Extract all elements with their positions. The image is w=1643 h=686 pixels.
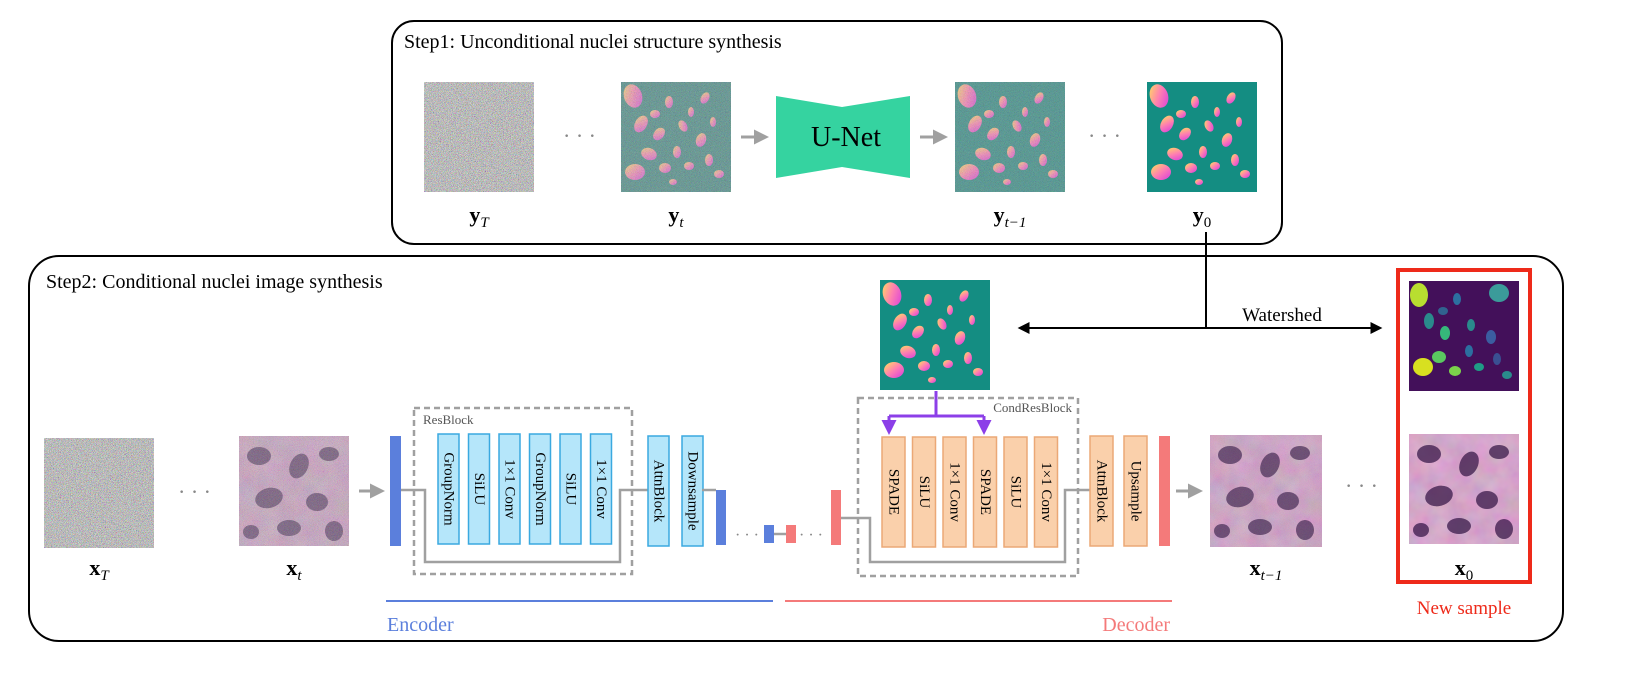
resblock-label-5: SiLU bbox=[563, 473, 579, 506]
condresblock-layers: SPADE SiLU 1×1 Conv SPADE SiLU 1×1 Conv bbox=[881, 436, 1059, 548]
step2-title: Step2: Conditional nuclei image synthesi… bbox=[46, 271, 383, 293]
condresblock-block-4-spade bbox=[972, 436, 998, 548]
image-xt-noisy-tissue bbox=[239, 436, 349, 546]
encoder-down-bar bbox=[716, 490, 726, 545]
condresblock-label-5: SiLU bbox=[1008, 476, 1024, 509]
decoder-extra-label-1: AttnBlock bbox=[1094, 460, 1110, 523]
condresblock-block-5-silu bbox=[1003, 436, 1028, 548]
resblock-label-6: 1×1 Conv bbox=[593, 459, 609, 519]
bottleneck-ellipsis-left: · · · bbox=[735, 527, 759, 544]
condresblock-block-2-silu bbox=[911, 436, 937, 548]
decoder-extra-blocks: AttnBlock Upsample bbox=[1089, 435, 1148, 547]
resblock-label-3: 1×1 Conv bbox=[502, 459, 518, 519]
label-x0: x0 bbox=[1455, 555, 1474, 584]
encoder-input-bar bbox=[390, 436, 401, 546]
spade-condition-arrows bbox=[881, 391, 992, 435]
watershed-connector: Watershed bbox=[1017, 232, 1383, 334]
encoder-extra-blocks: AttnBlock Downsample bbox=[647, 435, 704, 547]
bottleneck-ellipsis-right: · · · bbox=[799, 527, 823, 544]
condresblock-title: CondResBlock bbox=[993, 400, 1072, 415]
image-yT-noise bbox=[424, 82, 534, 192]
step1-ellipsis-right: · · · bbox=[1088, 123, 1121, 148]
bottleneck-encoder-bar bbox=[764, 525, 774, 543]
step1-title: Step1: Unconditional nuclei structure sy… bbox=[404, 31, 782, 53]
encoder-extra-label-2: Downsample bbox=[685, 451, 701, 530]
label-y0: y0 bbox=[1193, 202, 1212, 231]
condresblock-skip bbox=[841, 488, 1090, 564]
image-instance-map bbox=[1409, 281, 1519, 391]
resblock-block-4-groupnorm bbox=[528, 433, 552, 545]
resblock-block-1-groupnorm bbox=[437, 433, 460, 545]
encoder-extra-block-1-attnblock bbox=[647, 435, 670, 547]
new-sample-label: New sample bbox=[1417, 598, 1511, 619]
decoder-label: Decoder bbox=[1102, 614, 1170, 636]
unet-label: U-Net bbox=[811, 122, 881, 153]
encoder-label: Encoder bbox=[387, 614, 454, 636]
label-yT: yT bbox=[469, 202, 490, 231]
condresblock-block-1-spade bbox=[881, 436, 906, 548]
step1-panel: Step1: Unconditional nuclei structure sy… bbox=[391, 20, 1283, 245]
new-sample-frame: New sample bbox=[1396, 268, 1532, 619]
step2-ellipsis-right: · · · bbox=[1345, 473, 1378, 498]
label-xt: xt bbox=[286, 555, 302, 584]
label-xT: xT bbox=[89, 555, 110, 584]
image-x0-tissue bbox=[1409, 434, 1519, 544]
resblock-block-6-1x1-conv bbox=[589, 433, 613, 545]
resblock-block-3-1x1-conv bbox=[498, 433, 521, 545]
resblock-layers: GroupNorm SiLU 1×1 Conv GroupNorm SiLU 1×1 Co… bbox=[437, 433, 613, 545]
step2-panel: Step2: Conditional nuclei image synthesi… bbox=[28, 232, 1564, 642]
image-condition-mask bbox=[879, 279, 990, 390]
label-xtm1: xt−1 bbox=[1250, 555, 1283, 584]
image-y0-mask bbox=[1146, 81, 1257, 192]
resblock-title: ResBlock bbox=[423, 412, 474, 427]
encoder-extra-label-1: AttnBlock bbox=[651, 460, 667, 523]
label-yt: yt bbox=[668, 202, 684, 231]
unet-block: U-Net bbox=[776, 96, 910, 178]
condresblock-group: CondResBlock SPADE SiLU 1×1 Conv SPADE SiLU 1… bbox=[841, 391, 1090, 578]
resblock-label-4: GroupNorm bbox=[532, 452, 548, 526]
resblock-label-1: GroupNorm bbox=[441, 452, 457, 526]
decoder-extra-block-1-attnblock bbox=[1089, 435, 1114, 547]
image-ytm1-noisy-mask bbox=[954, 81, 1065, 192]
condresblock-label-6: 1×1 Conv bbox=[1038, 462, 1054, 522]
condresblock-block-6-1x1-conv bbox=[1033, 436, 1059, 548]
resblock-block-5-silu bbox=[559, 433, 582, 545]
resblock-block-2-silu bbox=[467, 433, 491, 545]
condresblock-label-2: SiLU bbox=[916, 476, 932, 509]
step1-ellipsis-left: · · · bbox=[563, 123, 596, 148]
instance-map-shapes bbox=[1410, 283, 1512, 379]
image-xT-noise bbox=[44, 438, 154, 548]
condresblock-label-1: SPADE bbox=[886, 469, 902, 515]
condresblock-label-3: 1×1 Conv bbox=[947, 462, 963, 522]
watershed-label: Watershed bbox=[1242, 305, 1322, 326]
decoder-extra-block-2-upsample bbox=[1123, 435, 1148, 547]
decoder-up-bar bbox=[831, 490, 841, 545]
image-yt-noisy-mask bbox=[620, 81, 731, 192]
decoder-extra-label-2: Upsample bbox=[1128, 461, 1144, 522]
step2-ellipsis-left: · · · bbox=[178, 479, 211, 504]
resblock-group: ResBlock GroupNorm SiLU 1×1 Conv GroupNorm S… bbox=[401, 406, 650, 576]
bottleneck-decoder-bar bbox=[786, 525, 796, 543]
resblock-skip bbox=[401, 488, 650, 564]
condresblock-block-3-1x1-conv bbox=[942, 436, 967, 548]
decoder-output-bar bbox=[1159, 436, 1170, 546]
label-ytm1: yt−1 bbox=[994, 202, 1027, 231]
image-xtm1-tissue bbox=[1210, 435, 1322, 547]
resblock-label-2: SiLU bbox=[471, 473, 487, 506]
condresblock-label-4: SPADE bbox=[977, 469, 993, 515]
